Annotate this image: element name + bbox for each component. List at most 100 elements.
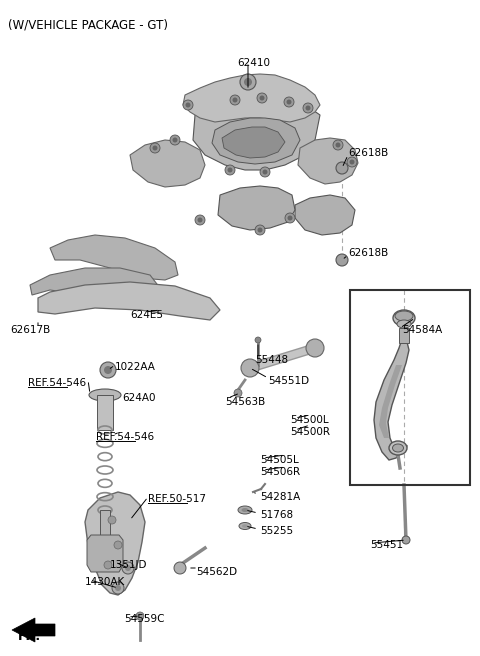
Circle shape xyxy=(240,74,256,90)
Text: 62410: 62410 xyxy=(237,58,270,68)
Text: 54281A: 54281A xyxy=(260,492,300,502)
Circle shape xyxy=(303,103,313,113)
Text: 54506R: 54506R xyxy=(260,467,300,477)
Circle shape xyxy=(114,541,122,549)
Polygon shape xyxy=(87,535,123,572)
Ellipse shape xyxy=(89,389,121,401)
Circle shape xyxy=(225,165,235,175)
Circle shape xyxy=(255,225,265,235)
Text: 55451: 55451 xyxy=(370,540,403,550)
Text: 62617B: 62617B xyxy=(10,325,50,335)
Text: 624E5: 624E5 xyxy=(130,310,163,320)
Circle shape xyxy=(260,167,270,177)
Polygon shape xyxy=(183,74,320,122)
Polygon shape xyxy=(50,235,178,280)
Polygon shape xyxy=(295,195,355,235)
Ellipse shape xyxy=(241,508,249,512)
Bar xyxy=(97,395,113,430)
Circle shape xyxy=(305,106,311,110)
Circle shape xyxy=(244,78,252,86)
Circle shape xyxy=(306,339,324,357)
Text: REF.54-546: REF.54-546 xyxy=(96,432,154,442)
Text: 54584A: 54584A xyxy=(402,325,442,335)
Circle shape xyxy=(108,516,116,524)
Ellipse shape xyxy=(239,522,251,529)
Circle shape xyxy=(195,215,205,225)
Text: 54505L: 54505L xyxy=(260,455,299,465)
Text: 1430AK: 1430AK xyxy=(85,577,125,587)
Polygon shape xyxy=(298,138,358,184)
Circle shape xyxy=(257,228,263,232)
Text: 1351JD: 1351JD xyxy=(110,560,147,570)
Polygon shape xyxy=(30,268,160,300)
Text: 54551D: 54551D xyxy=(268,376,309,386)
Bar xyxy=(100,510,110,540)
Circle shape xyxy=(284,97,294,107)
Circle shape xyxy=(336,142,340,148)
Circle shape xyxy=(174,562,186,574)
Circle shape xyxy=(336,254,348,266)
Text: 55255: 55255 xyxy=(260,526,293,536)
Circle shape xyxy=(100,362,116,378)
Ellipse shape xyxy=(397,320,411,328)
Circle shape xyxy=(125,565,131,571)
Circle shape xyxy=(228,167,232,173)
Circle shape xyxy=(104,366,112,374)
Text: 624A0: 624A0 xyxy=(122,393,156,403)
Circle shape xyxy=(255,337,261,343)
Text: 54563B: 54563B xyxy=(225,397,265,407)
Circle shape xyxy=(288,216,292,220)
Polygon shape xyxy=(379,365,402,438)
Text: FR.: FR. xyxy=(18,630,41,643)
Circle shape xyxy=(333,140,343,150)
Circle shape xyxy=(122,562,134,574)
Circle shape xyxy=(336,162,348,174)
Circle shape xyxy=(234,389,242,397)
Circle shape xyxy=(136,612,144,620)
Circle shape xyxy=(112,582,124,594)
Circle shape xyxy=(115,585,121,591)
Polygon shape xyxy=(222,127,285,158)
Circle shape xyxy=(183,100,193,110)
Circle shape xyxy=(197,218,203,222)
Text: 54562D: 54562D xyxy=(196,567,237,577)
Circle shape xyxy=(104,561,112,569)
Circle shape xyxy=(257,93,267,103)
Circle shape xyxy=(185,102,191,108)
Polygon shape xyxy=(85,492,145,595)
Circle shape xyxy=(230,95,240,105)
Text: (W/VEHICLE PACKAGE - GT): (W/VEHICLE PACKAGE - GT) xyxy=(8,18,168,31)
Circle shape xyxy=(347,157,357,167)
Circle shape xyxy=(232,98,238,102)
Circle shape xyxy=(260,96,264,100)
Text: 62618B: 62618B xyxy=(348,248,388,258)
Circle shape xyxy=(285,213,295,223)
Text: 51768: 51768 xyxy=(260,510,293,520)
Circle shape xyxy=(150,143,160,153)
Polygon shape xyxy=(218,186,295,230)
Text: REF.50-517: REF.50-517 xyxy=(148,494,206,504)
Polygon shape xyxy=(38,282,220,320)
Text: 62618B: 62618B xyxy=(348,148,388,158)
Ellipse shape xyxy=(393,444,404,452)
Text: 54559C: 54559C xyxy=(124,614,165,624)
Circle shape xyxy=(172,138,178,142)
Polygon shape xyxy=(193,103,320,170)
Circle shape xyxy=(241,359,259,377)
Bar xyxy=(350,290,470,485)
Text: REF.54-546: REF.54-546 xyxy=(28,378,86,388)
Circle shape xyxy=(287,100,291,104)
Text: 54500L: 54500L xyxy=(290,415,329,425)
Circle shape xyxy=(153,146,157,150)
Polygon shape xyxy=(12,618,55,642)
Ellipse shape xyxy=(389,441,407,455)
Circle shape xyxy=(349,159,355,165)
Ellipse shape xyxy=(242,524,248,527)
Polygon shape xyxy=(374,342,409,460)
Ellipse shape xyxy=(238,506,252,514)
Polygon shape xyxy=(130,140,205,187)
Text: 55448: 55448 xyxy=(255,355,288,365)
Polygon shape xyxy=(212,118,300,164)
Circle shape xyxy=(402,536,410,544)
Ellipse shape xyxy=(395,311,413,321)
